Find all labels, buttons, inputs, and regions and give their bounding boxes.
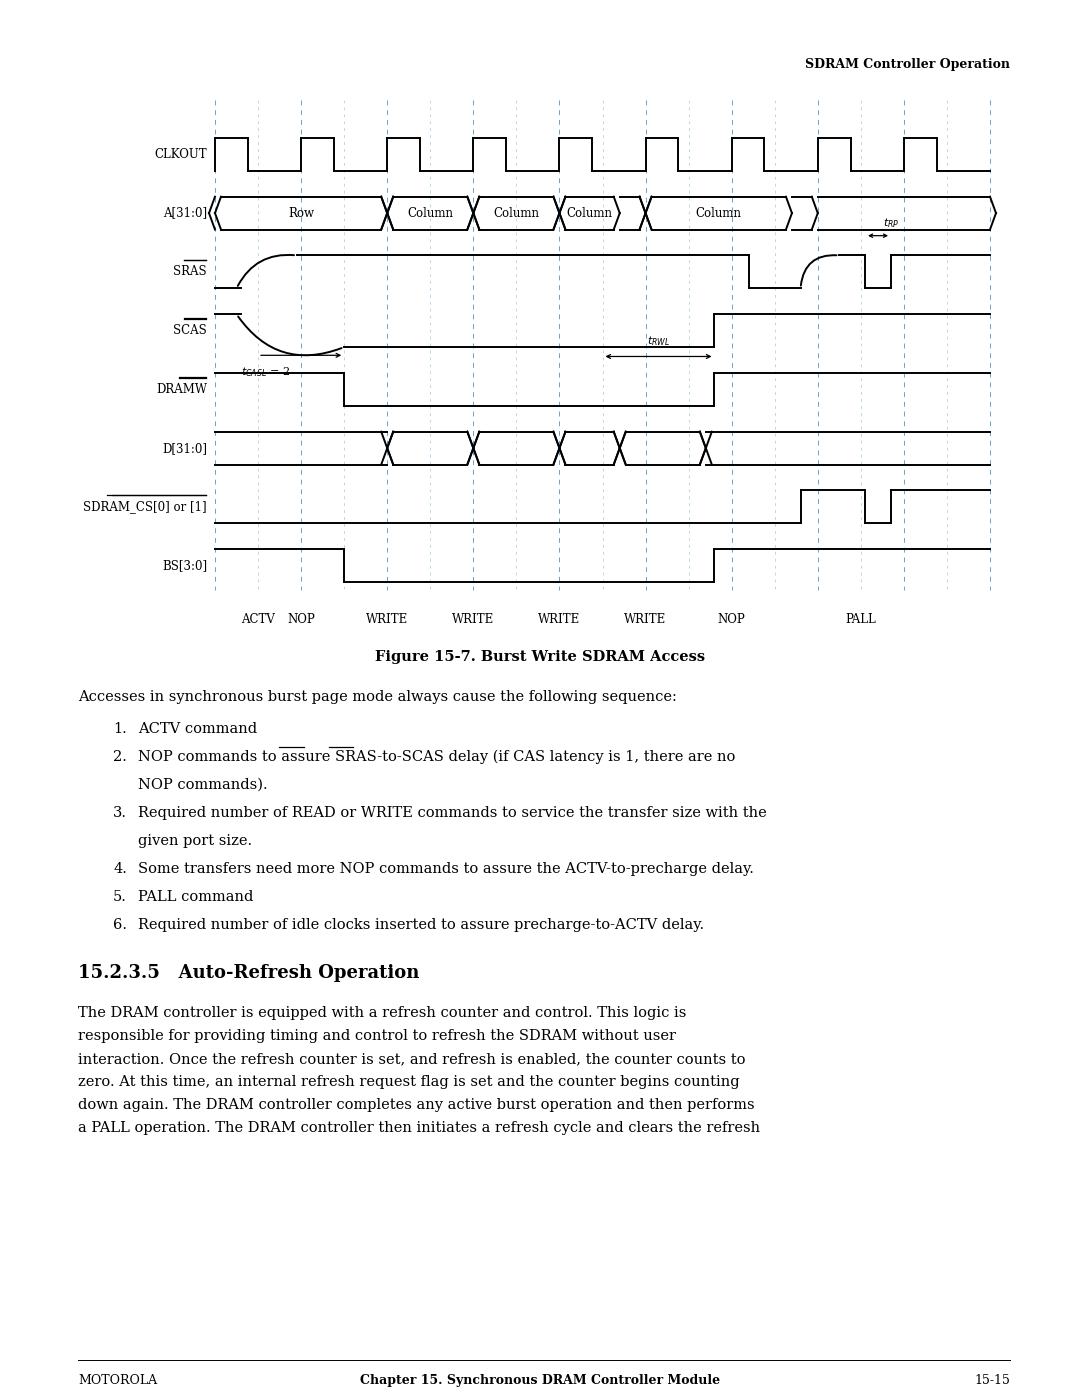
Text: 6.: 6. [113,918,127,932]
Text: Required number of idle clocks inserted to assure precharge-to-ACTV delay.: Required number of idle clocks inserted … [138,918,704,932]
Text: 5.: 5. [113,890,126,904]
Text: given port size.: given port size. [138,834,252,848]
Text: 15.2.3.5   Auto-Refresh Operation: 15.2.3.5 Auto-Refresh Operation [78,964,419,982]
Text: 4.: 4. [113,862,126,876]
Text: Column: Column [494,207,539,219]
Text: interaction. Once the refresh counter is set, and refresh is enabled, the counte: interaction. Once the refresh counter is… [78,1052,745,1066]
Text: responsible for providing timing and control to refresh the SDRAM without user: responsible for providing timing and con… [78,1030,676,1044]
Text: D[31:0]: D[31:0] [162,441,207,454]
Text: PALL: PALL [846,613,876,626]
Text: The DRAM controller is equipped with a refresh counter and control. This logic i: The DRAM controller is equipped with a r… [78,1006,687,1020]
Text: NOP: NOP [718,613,745,626]
Text: SCAS: SCAS [173,324,207,337]
Text: 2.: 2. [113,750,126,764]
Text: SRAS: SRAS [174,265,207,278]
Text: Row: Row [288,207,314,219]
Text: A[31:0]: A[31:0] [163,207,207,219]
Text: WRITE: WRITE [453,613,495,626]
Text: $t_{RWL}$: $t_{RWL}$ [647,335,670,348]
Text: Figure 15-7. Burst Write SDRAM Access: Figure 15-7. Burst Write SDRAM Access [375,650,705,664]
Text: NOP commands).: NOP commands). [138,778,268,792]
Text: down again. The DRAM controller completes any active burst operation and then pe: down again. The DRAM controller complete… [78,1098,755,1112]
Text: WRITE: WRITE [624,613,666,626]
Text: WRITE: WRITE [538,613,581,626]
Text: Column: Column [567,207,612,219]
Text: CLKOUT: CLKOUT [154,148,207,161]
Text: NOP commands to assure SRAS-to-SCAS delay (if CAS latency is 1, there are no: NOP commands to assure SRAS-to-SCAS dela… [138,750,735,764]
Text: $t_{CASL}$ = 2: $t_{CASL}$ = 2 [241,365,289,379]
Text: Accesses in synchronous burst page mode always cause the following sequence:: Accesses in synchronous burst page mode … [78,690,677,704]
Text: WRITE: WRITE [366,613,408,626]
Text: 1.: 1. [113,722,126,736]
Text: Some transfers need more NOP commands to assure the ACTV-to-precharge delay.: Some transfers need more NOP commands to… [138,862,754,876]
Text: NOP: NOP [287,613,315,626]
Text: BS[3:0]: BS[3:0] [162,559,207,573]
Text: $t_{RP}$: $t_{RP}$ [883,217,900,229]
Text: 3.: 3. [113,806,127,820]
Text: 15-15: 15-15 [974,1375,1010,1387]
Text: ACTV command: ACTV command [138,722,257,736]
Text: SDRAM_CS[0] or [1]: SDRAM_CS[0] or [1] [83,500,207,513]
Text: Column: Column [696,207,742,219]
Text: zero. At this time, an internal refresh request flag is set and the counter begi: zero. At this time, an internal refresh … [78,1076,740,1090]
Text: a PALL operation. The DRAM controller then initiates a refresh cycle and clears : a PALL operation. The DRAM controller th… [78,1120,760,1134]
Text: PALL command: PALL command [138,890,254,904]
Text: MOTOROLA: MOTOROLA [78,1375,157,1387]
Text: Required number of READ or WRITE commands to service the transfer size with the: Required number of READ or WRITE command… [138,806,767,820]
Text: SDRAM Controller Operation: SDRAM Controller Operation [805,59,1010,71]
Text: Column: Column [407,207,454,219]
Text: DRAMW: DRAMW [156,383,207,395]
Text: ACTV: ACTV [241,613,275,626]
Text: Chapter 15. Synchronous DRAM Controller Module: Chapter 15. Synchronous DRAM Controller … [360,1375,720,1387]
